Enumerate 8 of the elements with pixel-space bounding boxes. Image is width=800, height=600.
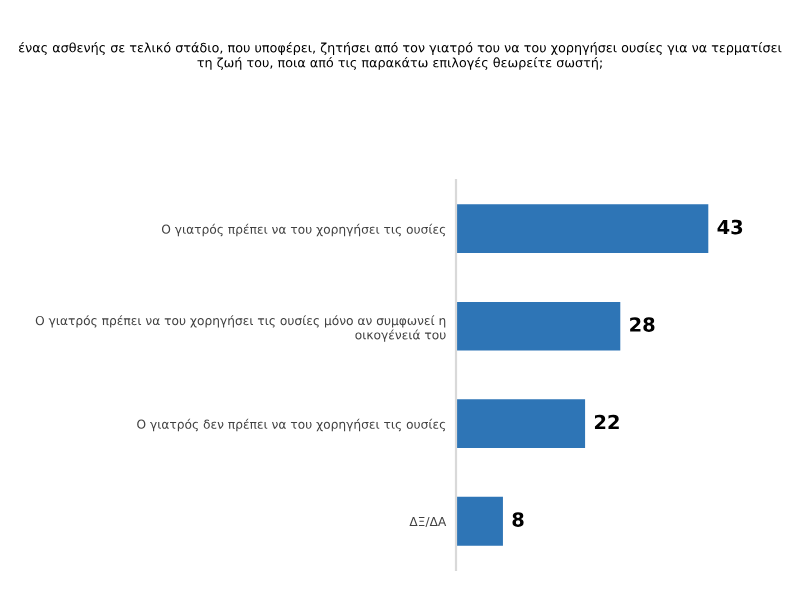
data-label: 8 xyxy=(512,512,524,527)
bar xyxy=(456,204,709,254)
bar xyxy=(456,399,586,449)
bar xyxy=(456,301,621,351)
data-label: 28 xyxy=(630,317,655,332)
data-label: 43 xyxy=(717,219,743,235)
data-label: 22 xyxy=(594,414,619,430)
bar xyxy=(456,496,503,546)
